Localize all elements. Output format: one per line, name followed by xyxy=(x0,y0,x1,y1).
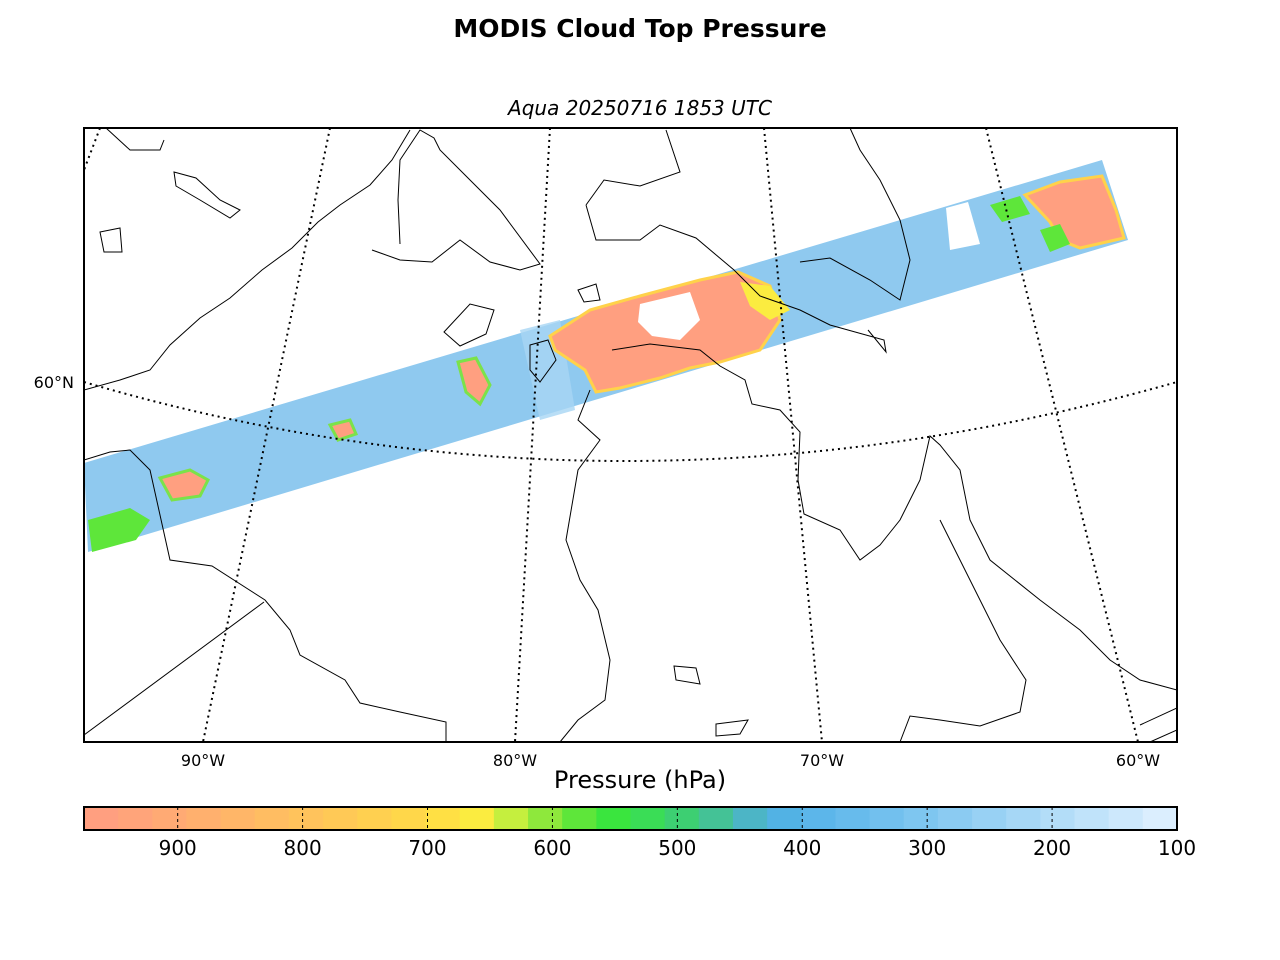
coastlines xyxy=(84,128,1177,742)
meridian-70w xyxy=(763,128,823,742)
map-frame xyxy=(83,127,1178,743)
colorbar-cell xyxy=(596,807,632,830)
lon-label-70w: 70°W xyxy=(800,751,844,770)
colorbar-tick-label: 100 xyxy=(1158,836,1196,860)
cloud-patch-green-east xyxy=(990,196,1030,222)
coastline-southampton xyxy=(371,129,541,271)
coastline-baffin xyxy=(585,129,887,354)
colorbar-cell xyxy=(1108,807,1144,830)
meridian-90w xyxy=(202,128,331,742)
colorbar-cell xyxy=(357,807,393,830)
colorbar-frame xyxy=(83,806,1178,831)
colorbar-cells xyxy=(84,807,1178,830)
colorbar-tick-label: 800 xyxy=(284,836,322,860)
swath-gap-notch xyxy=(946,202,980,250)
lon-label-80w: 80°W xyxy=(493,751,537,770)
colorbar-cell xyxy=(493,807,529,830)
colorbar-cell xyxy=(84,807,119,830)
coastline-hudson-bay-south xyxy=(84,449,447,742)
colorbar-cell xyxy=(1040,807,1076,830)
colorbar-cell xyxy=(323,807,358,830)
chart-subtitle: Aqua 20250716 1853 UTC xyxy=(508,96,772,120)
colorbar-tick-label: 700 xyxy=(408,836,446,860)
colorbar-cell xyxy=(937,807,973,830)
colorbar-cell xyxy=(220,807,256,830)
colorbar-cell xyxy=(118,807,153,830)
parallel-60n xyxy=(84,381,1177,462)
coastline-greenland-tip xyxy=(1139,707,1177,742)
cloud-patch-orange-west xyxy=(157,468,210,502)
colorbar-tick-label: 300 xyxy=(908,836,946,860)
colorbar-ticks: 900 800 700 600 500 400 300 200 100 xyxy=(159,807,1196,860)
colorbar-cell xyxy=(801,807,837,830)
colorbar-tick-label: 400 xyxy=(783,836,821,860)
colorbar-tick-label: 900 xyxy=(159,836,197,860)
colorbar-cell xyxy=(562,807,597,830)
colorbar-cell xyxy=(972,807,1007,830)
cloud-patch-green-north xyxy=(1040,224,1070,252)
coastline-labrador xyxy=(899,519,1027,742)
colorbar-cell xyxy=(664,807,700,830)
colorbar-tick-label: 600 xyxy=(533,836,571,860)
colorbar-cell xyxy=(254,807,290,830)
colorbar-cell xyxy=(1074,807,1110,830)
colorbar-cell xyxy=(186,807,222,830)
coastline-belcher xyxy=(529,339,557,383)
lat-label-60n: 60°N xyxy=(34,373,74,392)
cloud-patch-green xyxy=(88,508,150,552)
coastline-quebec-west xyxy=(559,389,611,742)
colorbar-cell xyxy=(767,807,802,830)
colorbar-cell xyxy=(1006,807,1041,830)
meridian-100w xyxy=(84,128,101,171)
graticule xyxy=(84,128,1177,742)
cloud-patch-orange-small xyxy=(327,418,359,442)
colorbar-cell xyxy=(459,807,495,830)
colorbar-tick-label: 200 xyxy=(1033,836,1071,860)
swath-gap xyxy=(638,292,700,340)
colorbar-cell xyxy=(528,807,563,830)
colorbar-cell xyxy=(1142,807,1178,830)
coastline-islands-north xyxy=(99,128,241,253)
coastline-hudson-bay-west xyxy=(84,129,411,391)
lon-label-90w: 90°W xyxy=(181,751,225,770)
colorbar-cell xyxy=(391,807,427,830)
colorbar-label: Pressure (hPa) xyxy=(553,766,727,794)
coastline-ungava xyxy=(611,343,1177,691)
lon-label-60w: 60°W xyxy=(1116,751,1160,770)
satellite-swath xyxy=(84,160,1128,552)
colorbar-cell xyxy=(732,807,768,830)
colorbar-cell xyxy=(630,807,666,830)
coastline-baffin-east xyxy=(799,128,911,301)
coastline-island-small xyxy=(443,283,749,737)
colorbar-cell xyxy=(288,807,324,830)
colorbar-cell xyxy=(425,807,461,830)
cloud-patch-orange-mid xyxy=(456,356,492,407)
colorbar-cell xyxy=(835,807,871,830)
colorbar-cell xyxy=(869,807,905,830)
colorbar-cell xyxy=(152,807,188,830)
meridian-80w xyxy=(514,128,551,742)
colorbar-tick-label: 500 xyxy=(658,836,696,860)
chart-title: MODIS Cloud Top Pressure xyxy=(453,14,827,43)
coastline-boundary xyxy=(84,601,265,736)
colorbar-cell xyxy=(698,807,734,830)
cloud-patch-yellow xyxy=(740,282,790,320)
colorbar-cell xyxy=(903,807,939,830)
